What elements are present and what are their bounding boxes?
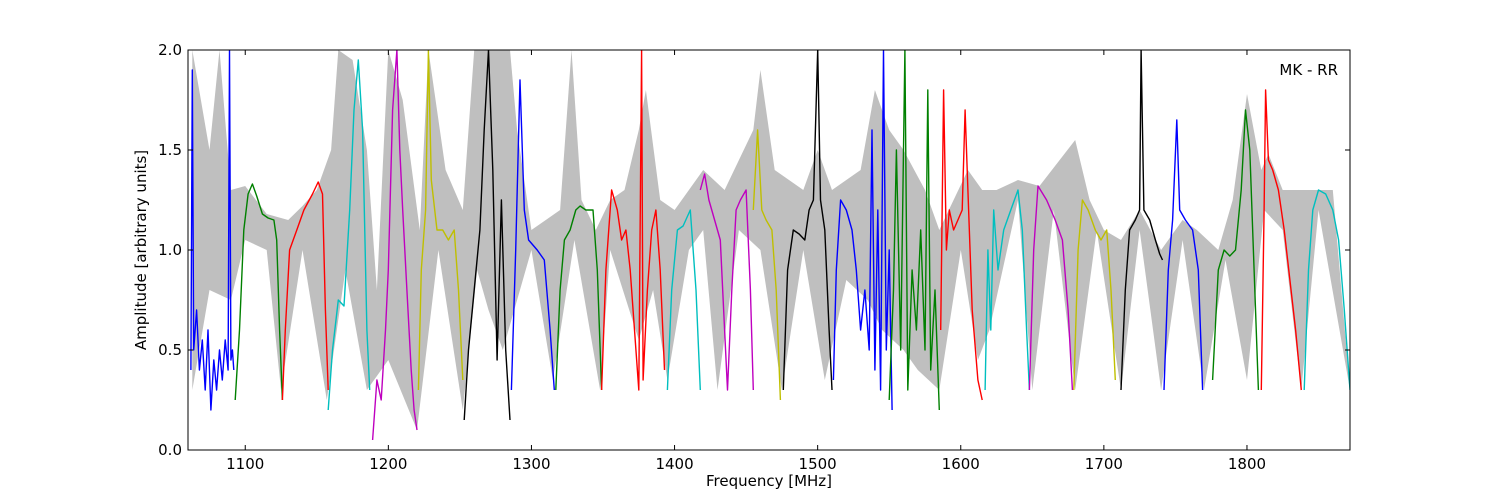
series-annotation: MK - RR [1279,61,1338,79]
series-line-18 [984,189,1031,391]
series-line-3 [281,181,329,401]
x-axis: 1100 1200 1300 1400 1500 1600 1700 1800 [226,50,1266,473]
y-tick-label: 1.5 [158,141,182,159]
y-axis: 0.0 0.5 1.0 1.5 2.0 [158,41,1350,459]
series-line-15 [832,50,893,411]
x-tick-label: 1200 [369,455,407,473]
series-line-4 [327,59,371,411]
series-line-1 [190,50,235,411]
series-line-13 [752,129,782,401]
series-line-20 [1073,199,1116,391]
series-line-25 [1303,189,1350,391]
y-axis-label: Amplitude [arbitrary units] [132,150,150,350]
x-tick-label: 1100 [226,455,264,473]
series-line-12 [699,173,754,391]
series-line-8 [510,79,555,391]
series-line-22 [1163,119,1204,391]
series-line-2 [234,183,284,401]
series-line-23 [1211,109,1260,391]
y-tick-label: 0.0 [158,441,182,459]
series-line-10 [600,50,666,391]
y-tick-label: 1.0 [158,241,182,259]
background-band [192,50,1350,430]
series-line-24 [1260,89,1302,391]
series-line-14 [782,50,833,391]
x-tick-label: 1600 [942,455,980,473]
series-line-7 [463,50,511,421]
series-layer [190,50,1350,441]
series-line-19 [1028,185,1074,391]
series-line-16 [888,50,940,411]
x-tick-label: 1800 [1228,455,1266,473]
x-axis-label: Frequency [MHz] [706,472,832,490]
x-tick-label: 1700 [1085,455,1123,473]
series-line-6 [417,50,464,391]
background-band-layer [192,50,1350,430]
x-tick-label: 1500 [799,455,837,473]
x-tick-label: 1400 [655,455,693,473]
y-tick-label: 2.0 [158,41,182,59]
series-line-5 [371,50,418,441]
x-tick-label: 1300 [512,455,550,473]
y-tick-label: 0.5 [158,341,182,359]
series-line-21 [1120,50,1164,391]
series-line-17 [940,89,983,401]
series-line-11 [666,209,701,391]
series-line-9 [555,205,603,391]
